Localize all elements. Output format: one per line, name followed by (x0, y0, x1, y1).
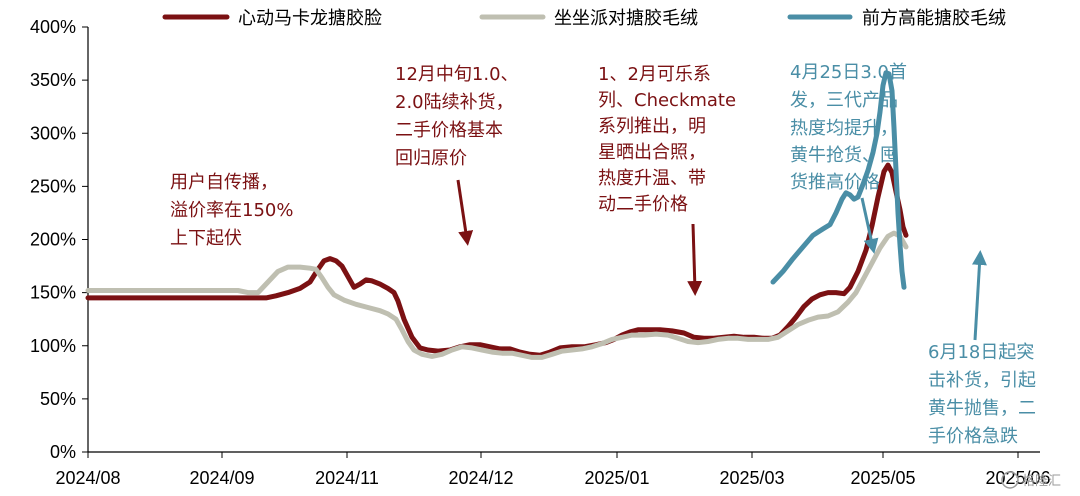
legend-label-series-1: 心动马卡龙搪胶脸 (238, 8, 382, 29)
y-tick-label: 200% (30, 230, 76, 250)
annotation-line: 12月中旬1.0、 (395, 64, 519, 85)
series-line-2 (85, 230, 909, 360)
annotation-line: 星晒出合照， (598, 142, 706, 163)
y-tick-label: 0% (50, 442, 76, 462)
annotation-december-restock: 12月中旬1.0、 2.0陆续补货， 二手价格基本 回归原价 (395, 64, 519, 169)
annotation-line: 溢价率在150% (170, 200, 293, 221)
annotation-line: 2.0陆续补货， (395, 92, 514, 113)
annotation-line: 击补货，引起 (928, 370, 1036, 391)
annotation-arrow-jan-feb (687, 223, 703, 296)
watermark: 格隆汇 (1001, 471, 1061, 489)
x-tick-label: 2024/12 (448, 468, 513, 488)
annotation-line: 6月18日起突 (928, 342, 1034, 363)
annotation-line: 黄牛抛售，二 (928, 398, 1036, 419)
x-axis-ticks: 2024/08 2024/09 2024/11 2024/12 2025/01 2025/… (55, 452, 1051, 488)
y-tick-label: 150% (30, 283, 76, 303)
y-tick-label: 350% (30, 70, 76, 90)
y-tick-label: 400% (30, 17, 76, 37)
watermark-logo-icon (1001, 471, 1019, 489)
annotation-line: 回归原价 (395, 148, 467, 169)
x-tick-label: 2024/08 (55, 468, 120, 488)
annotation-arrow-december (456, 179, 474, 246)
annotation-line: 二手价格基本 (395, 120, 503, 141)
series-lines (85, 70, 909, 360)
annotation-line: 货推高价格 (790, 172, 880, 193)
y-axis-ticks: 0% 50% 100% 150% 200% 250% 300% 350% 400% (30, 17, 88, 462)
annotation-line: 手价格急跌 (928, 426, 1018, 447)
x-tick-label: 2024/11 (315, 468, 379, 488)
annotation-line: 1、2月可乐系 (598, 64, 711, 85)
annotation-line: 4月25日3.0首 (790, 62, 907, 83)
legend-label-series-2: 坐坐派对搪胶毛绒 (554, 8, 698, 29)
annotation-line: 列、Checkmate (598, 90, 736, 111)
y-tick-label: 250% (30, 176, 76, 196)
y-tick-label: 50% (40, 389, 76, 409)
annotation-line: 热度均提升， (790, 118, 898, 139)
y-tick-label: 100% (30, 336, 76, 356)
annotation-jan-feb-release: 1、2月可乐系 列、Checkmate 系列推出，明 星晒出合照， 热度升温、带… (598, 64, 736, 215)
annotation-april-launch: 4月25日3.0首 发，三代产品 热度均提升， 黄牛抢货、囤 货推高价格 (790, 62, 907, 193)
y-tick-label: 300% (30, 123, 76, 143)
legend-label-series-3: 前方高能搪胶毛绒 (862, 8, 1006, 29)
x-tick-label: 2025/05 (850, 468, 915, 488)
annotation-june-restock: 6月18日起突 击补货，引起 黄牛抛售，二 手价格急跌 (928, 342, 1036, 447)
annotation-user-spread: 用户自传播， 溢价率在150% 上下起伏 (170, 172, 293, 249)
series-line-1 (85, 162, 909, 358)
x-tick-label: 2025/03 (719, 468, 784, 488)
annotation-line: 系列推出，明 (598, 116, 706, 137)
annotation-line: 黄牛抢货、囤 (790, 145, 898, 166)
annotation-line: 动二手价格 (598, 194, 688, 215)
annotation-line: 用户自传播， (170, 172, 278, 193)
series-line-3 (770, 70, 907, 290)
legend: 心动马卡龙搪胶脸 坐坐派对搪胶毛绒 前方高能搪胶毛绒 (162, 8, 1006, 29)
annotation-line: 上下起伏 (170, 228, 242, 249)
x-tick-label: 2024/09 (189, 468, 254, 488)
annotation-line: 发，三代产品 (790, 90, 898, 111)
annotation-line: 热度升温、带 (598, 168, 706, 189)
annotation-arrow-april (860, 197, 879, 254)
annotation-arrow-june (971, 250, 987, 341)
watermark-text: 格隆汇 (1022, 473, 1061, 489)
x-tick-label: 2025/01 (584, 468, 649, 488)
